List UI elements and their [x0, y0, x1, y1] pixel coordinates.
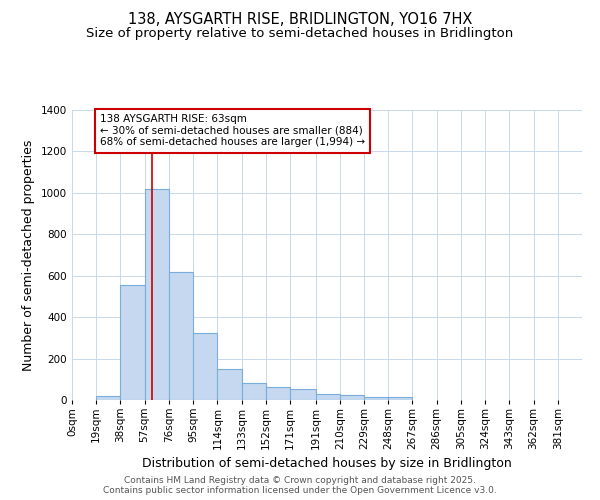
- Bar: [242, 384, 266, 400]
- Text: Size of property relative to semi-detached houses in Bridlington: Size of property relative to semi-detach…: [86, 28, 514, 40]
- Bar: [340, 395, 364, 400]
- Bar: [316, 394, 340, 400]
- Text: 138, AYSGARTH RISE, BRIDLINGTON, YO16 7HX: 138, AYSGARTH RISE, BRIDLINGTON, YO16 7H…: [128, 12, 472, 28]
- Y-axis label: Number of semi-detached properties: Number of semi-detached properties: [22, 140, 35, 370]
- Bar: [145, 188, 169, 400]
- Text: Contains HM Land Registry data © Crown copyright and database right 2025.
Contai: Contains HM Land Registry data © Crown c…: [103, 476, 497, 495]
- Bar: [96, 396, 121, 400]
- Bar: [169, 272, 193, 400]
- Bar: [266, 386, 290, 400]
- X-axis label: Distribution of semi-detached houses by size in Bridlington: Distribution of semi-detached houses by …: [142, 458, 512, 470]
- Bar: [364, 398, 388, 400]
- Bar: [388, 397, 412, 400]
- Text: 138 AYSGARTH RISE: 63sqm
← 30% of semi-detached houses are smaller (884)
68% of : 138 AYSGARTH RISE: 63sqm ← 30% of semi-d…: [100, 114, 365, 148]
- Bar: [290, 388, 316, 400]
- Bar: [217, 370, 242, 400]
- Bar: [121, 285, 145, 400]
- Bar: [193, 332, 217, 400]
